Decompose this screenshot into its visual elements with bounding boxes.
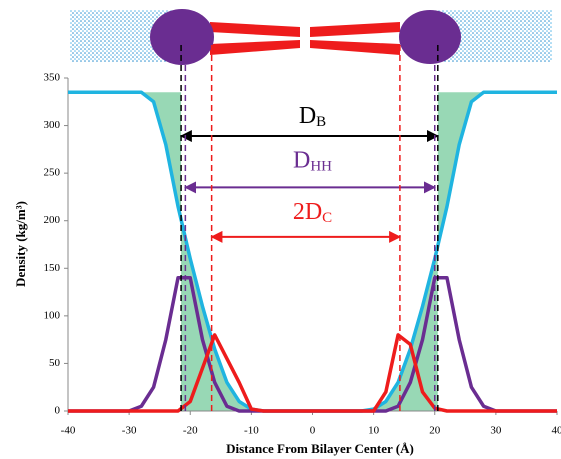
label-text: D xyxy=(293,147,310,173)
x-tick-label: -10 xyxy=(244,425,259,437)
y-tick-label: 350 xyxy=(44,72,61,84)
x-tick-label: -20 xyxy=(183,425,198,437)
y-tick-label: 300 xyxy=(44,119,61,131)
x-axis-label: Distance From Bilayer Center (Å) xyxy=(226,441,414,456)
y-axis-label: Density (kg/m³) xyxy=(13,201,28,287)
density-line xyxy=(68,276,557,413)
x-tick-label: 0 xyxy=(310,425,316,437)
x-tick-label: 10 xyxy=(368,425,380,437)
y-tick-label: 100 xyxy=(44,309,61,321)
x-tick-label: 30 xyxy=(490,425,502,437)
y-tick-label: 50 xyxy=(49,357,61,369)
label-subscript: HH xyxy=(310,159,332,175)
distance-label: DHH xyxy=(293,147,332,175)
density-line xyxy=(68,333,557,413)
x-tick-label: -40 xyxy=(61,425,76,437)
label-subscript: C xyxy=(322,211,332,227)
y-tick-label: 150 xyxy=(44,262,61,274)
x-tick-label: 20 xyxy=(429,425,441,437)
y-tick-label: 200 xyxy=(44,214,61,226)
shaded-region xyxy=(68,92,313,412)
y-tick-label: 250 xyxy=(44,167,61,179)
x-tick-label: -30 xyxy=(122,425,137,437)
label-text: D xyxy=(299,103,316,129)
density-line xyxy=(68,90,557,413)
distance-label: 2DC xyxy=(293,199,332,227)
distance-label: DB xyxy=(299,103,326,131)
label-text: 2D xyxy=(293,199,322,225)
bilayer-cartoon xyxy=(70,9,552,65)
x-tick-label: 40 xyxy=(552,425,561,437)
label-subscript: B xyxy=(316,114,326,130)
y-tick-label: 0 xyxy=(55,405,61,417)
